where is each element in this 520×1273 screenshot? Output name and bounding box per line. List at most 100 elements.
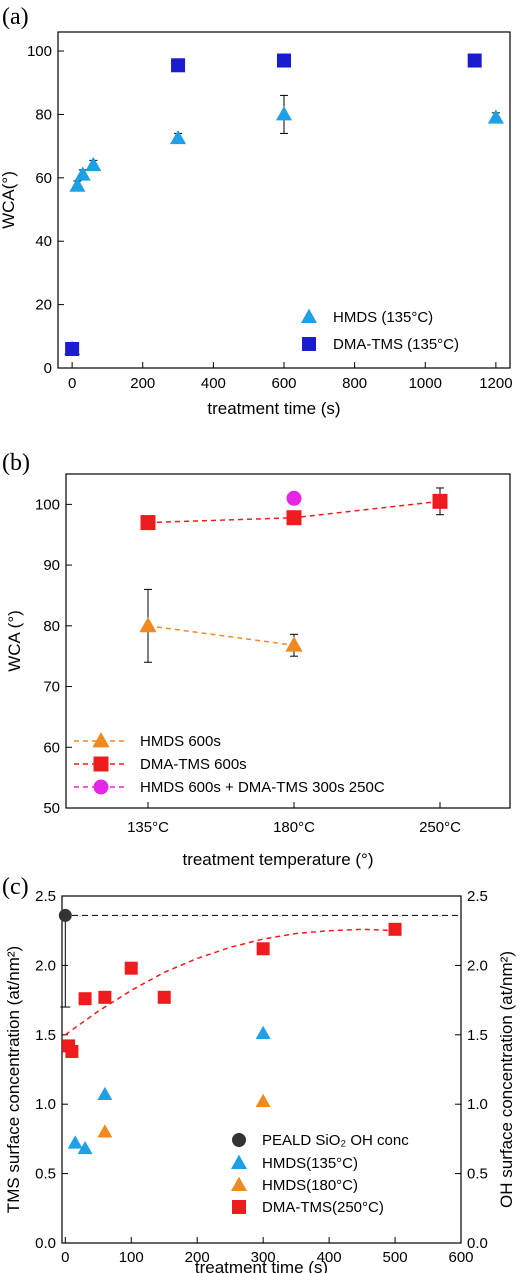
data-point-c-3 <box>388 922 402 936</box>
x-tick-label-c: 300 <box>251 1249 276 1266</box>
y-tick-label-left-c: 1.5 <box>35 1027 56 1044</box>
data-point-b-0 <box>139 616 157 633</box>
y-axis-title-a: WCA(°) <box>0 171 18 229</box>
panel-label-a: (a) <box>2 4 29 30</box>
legend-marker-b-1 <box>93 756 109 772</box>
y-tick-label-a: 0 <box>44 360 52 377</box>
legend-label-c-1: HMDS(135°C) <box>262 1155 358 1172</box>
data-point-a-hmds <box>170 129 187 145</box>
data-point-b-0 <box>285 636 303 652</box>
x-tick-label-c: 100 <box>119 1249 144 1266</box>
x-tick-label-b: 250°C <box>419 819 461 836</box>
x-tick-label-a: 400 <box>201 375 226 392</box>
data-point-c-2 <box>255 1093 271 1107</box>
y-tick-label-a: 20 <box>35 297 52 314</box>
data-point-c-1 <box>97 1086 113 1101</box>
data-point-a-dmatms <box>467 53 482 68</box>
y-axis-title-left-c: TMS surface concentration (at/nm²) <box>4 946 23 1213</box>
data-point-c-1 <box>255 1025 271 1039</box>
data-point-b-2 <box>286 490 302 506</box>
x-tick-label-a: 800 <box>342 375 367 392</box>
y-tick-label-b: 90 <box>43 557 60 574</box>
x-tick-label-a: 0 <box>68 375 76 392</box>
data-point-b-1 <box>286 510 302 526</box>
legend-label-c-0: PEALD SiO₂ OH conc <box>262 1132 409 1149</box>
legend-marker-c-3 <box>232 1200 246 1214</box>
x-axis-title-c: treatment time (s) <box>195 1258 328 1273</box>
data-point-c-0 <box>58 908 72 922</box>
x-tick-label-c: 400 <box>317 1249 342 1266</box>
y-tick-label-a: 80 <box>35 106 52 123</box>
legend-marker-a-1 <box>302 337 316 351</box>
data-point-a-hmds <box>69 177 86 192</box>
legend-label-b-0: HMDS 600s <box>140 733 221 750</box>
legend-marker-b-2 <box>93 779 109 795</box>
panel-label-c: (c) <box>2 874 29 900</box>
data-point-c-2 <box>97 1124 113 1138</box>
y-axis-title-right-c: OH surface concentration (at/nm²) <box>497 951 516 1208</box>
y-tick-label-b: 80 <box>43 618 60 635</box>
y-tick-label-left-c: 0.0 <box>35 1235 56 1252</box>
y-tick-label-left-c: 2.5 <box>35 888 56 905</box>
y-tick-label-right-c: 0.5 <box>467 1166 488 1183</box>
data-point-c-3 <box>78 992 92 1006</box>
y-tick-label-a: 60 <box>35 170 52 187</box>
plot-b-frame <box>65 473 511 809</box>
legend-label-b-1: DMA-TMS 600s <box>140 756 247 773</box>
x-tick-label-c: 200 <box>185 1249 210 1266</box>
data-point-c-1 <box>67 1135 83 1149</box>
y-tick-label-b: 60 <box>43 739 60 756</box>
data-point-c-1 <box>77 1140 93 1155</box>
legend-label-b-2: HMDS 600s + DMA-TMS 300s 250C <box>140 779 385 796</box>
data-point-c-3 <box>124 961 138 975</box>
x-tick-label-c: 0 <box>61 1249 69 1266</box>
x-tick-label-a: 1200 <box>479 375 512 392</box>
legend-marker-c-2 <box>230 1176 248 1191</box>
y-tick-label-left-c: 0.5 <box>35 1166 56 1183</box>
legend-marker-b-0 <box>92 732 110 748</box>
data-point-c-3 <box>98 990 112 1004</box>
data-point-a-dmatms <box>277 53 291 68</box>
x-tick-label-b: 180°C <box>273 819 315 836</box>
legend-marker-a-0 <box>300 308 318 323</box>
x-axis-title-a: treatment time (s) <box>207 399 340 418</box>
y-tick-label-b: 50 <box>43 800 60 817</box>
data-point-a-dmatms <box>65 341 80 356</box>
y-tick-label-b: 70 <box>43 679 60 696</box>
y-tick-label-right-c: 2.5 <box>467 888 488 905</box>
legend-label-a-0: HMDS (135°C) <box>333 309 433 326</box>
x-tick-label-c: 600 <box>448 1249 473 1266</box>
x-tick-label-c: 500 <box>383 1249 408 1266</box>
y-tick-label-a: 40 <box>35 233 52 250</box>
data-point-b-1 <box>140 515 156 531</box>
data-point-a-hmds <box>85 156 102 172</box>
x-tick-label-a: 1000 <box>409 375 442 392</box>
x-axis-title-b: treatment temperature (°) <box>182 850 373 869</box>
legend-label-c-2: HMDS(180°C) <box>262 1177 358 1194</box>
y-tick-label-right-c: 0.0 <box>467 1235 488 1252</box>
y-tick-label-b: 100 <box>35 496 60 513</box>
legend-marker-c-1 <box>230 1154 248 1169</box>
y-tick-label-right-c: 2.0 <box>467 957 488 974</box>
data-point-c-3 <box>157 990 171 1004</box>
x-tick-label-a: 600 <box>271 375 296 392</box>
x-tick-label-b: 135°C <box>127 819 169 836</box>
data-point-a-hmds <box>74 166 91 181</box>
y-tick-label-a: 100 <box>27 43 52 60</box>
data-point-c-3 <box>65 1044 79 1058</box>
y-tick-label-left-c: 2.0 <box>35 957 56 974</box>
y-tick-label-right-c: 1.5 <box>467 1027 488 1044</box>
panel-label-b: (b) <box>2 450 30 476</box>
plot-a-frame <box>57 31 511 369</box>
y-tick-label-right-c: 1.0 <box>467 1096 488 1113</box>
x-tick-label-a: 200 <box>130 375 155 392</box>
fit-curve-c <box>64 928 396 1036</box>
data-point-a-hmds <box>275 106 293 121</box>
legend-label-a-1: DMA-TMS (135°C) <box>333 336 459 353</box>
legend-label-c-3: DMA-TMS(250°C) <box>262 1199 384 1216</box>
series-line-b-0 <box>147 625 295 646</box>
y-tick-label-left-c: 1.0 <box>35 1096 56 1113</box>
legend-marker-c-0 <box>232 1133 246 1147</box>
plot-c-frame <box>61 895 462 1244</box>
data-point-b-1 <box>432 493 448 509</box>
